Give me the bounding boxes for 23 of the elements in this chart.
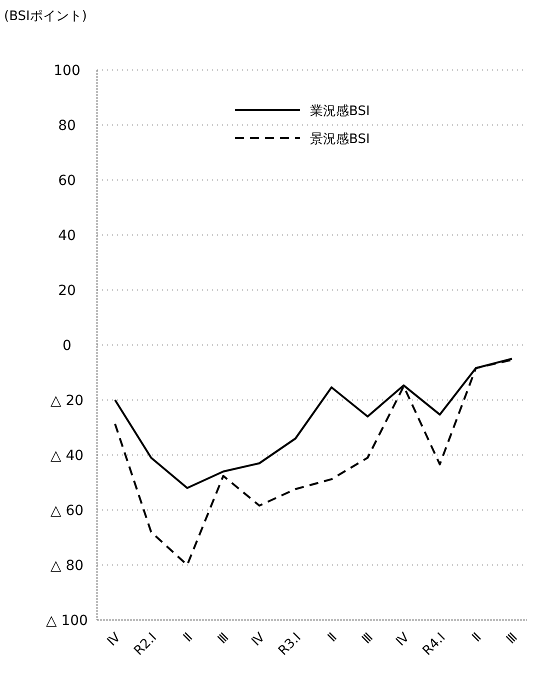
y-tick-label: 20 — [58, 283, 76, 299]
x-tick-label: Ⅳ — [104, 630, 124, 650]
y-tick-label: 0 — [62, 338, 72, 354]
y-tick-label: 80 — [58, 118, 76, 134]
y-tick-label: △ 20 — [50, 393, 84, 409]
y-tick-label: 100 — [54, 63, 80, 79]
x-tick-label: Ⅱ — [180, 630, 196, 646]
x-tick-label: Ⅲ — [215, 630, 232, 648]
x-tick-label: Ⅳ — [393, 630, 413, 650]
legend-label: 業況感BSI — [310, 104, 370, 119]
y-tick-label: △ 80 — [50, 558, 84, 574]
y-tick-label: △ 60 — [50, 503, 84, 519]
x-tick-label: Ⅲ — [360, 630, 376, 648]
x-tick-label: Ⅱ — [470, 630, 485, 646]
x-tick-label: Ⅱ — [325, 630, 340, 646]
x-tick-label: Ⅲ — [504, 630, 521, 648]
y-axis-title: (BSIポイント) — [4, 9, 87, 24]
y-tick-label: 60 — [58, 173, 76, 189]
x-tick-label: Ⅳ — [249, 630, 268, 650]
legend-label: 景況感BSI — [310, 132, 370, 147]
y-tick-label: △ 100 — [46, 613, 88, 629]
y-tick-label: 40 — [58, 228, 76, 244]
y-tick-label: △ 40 — [50, 448, 84, 464]
